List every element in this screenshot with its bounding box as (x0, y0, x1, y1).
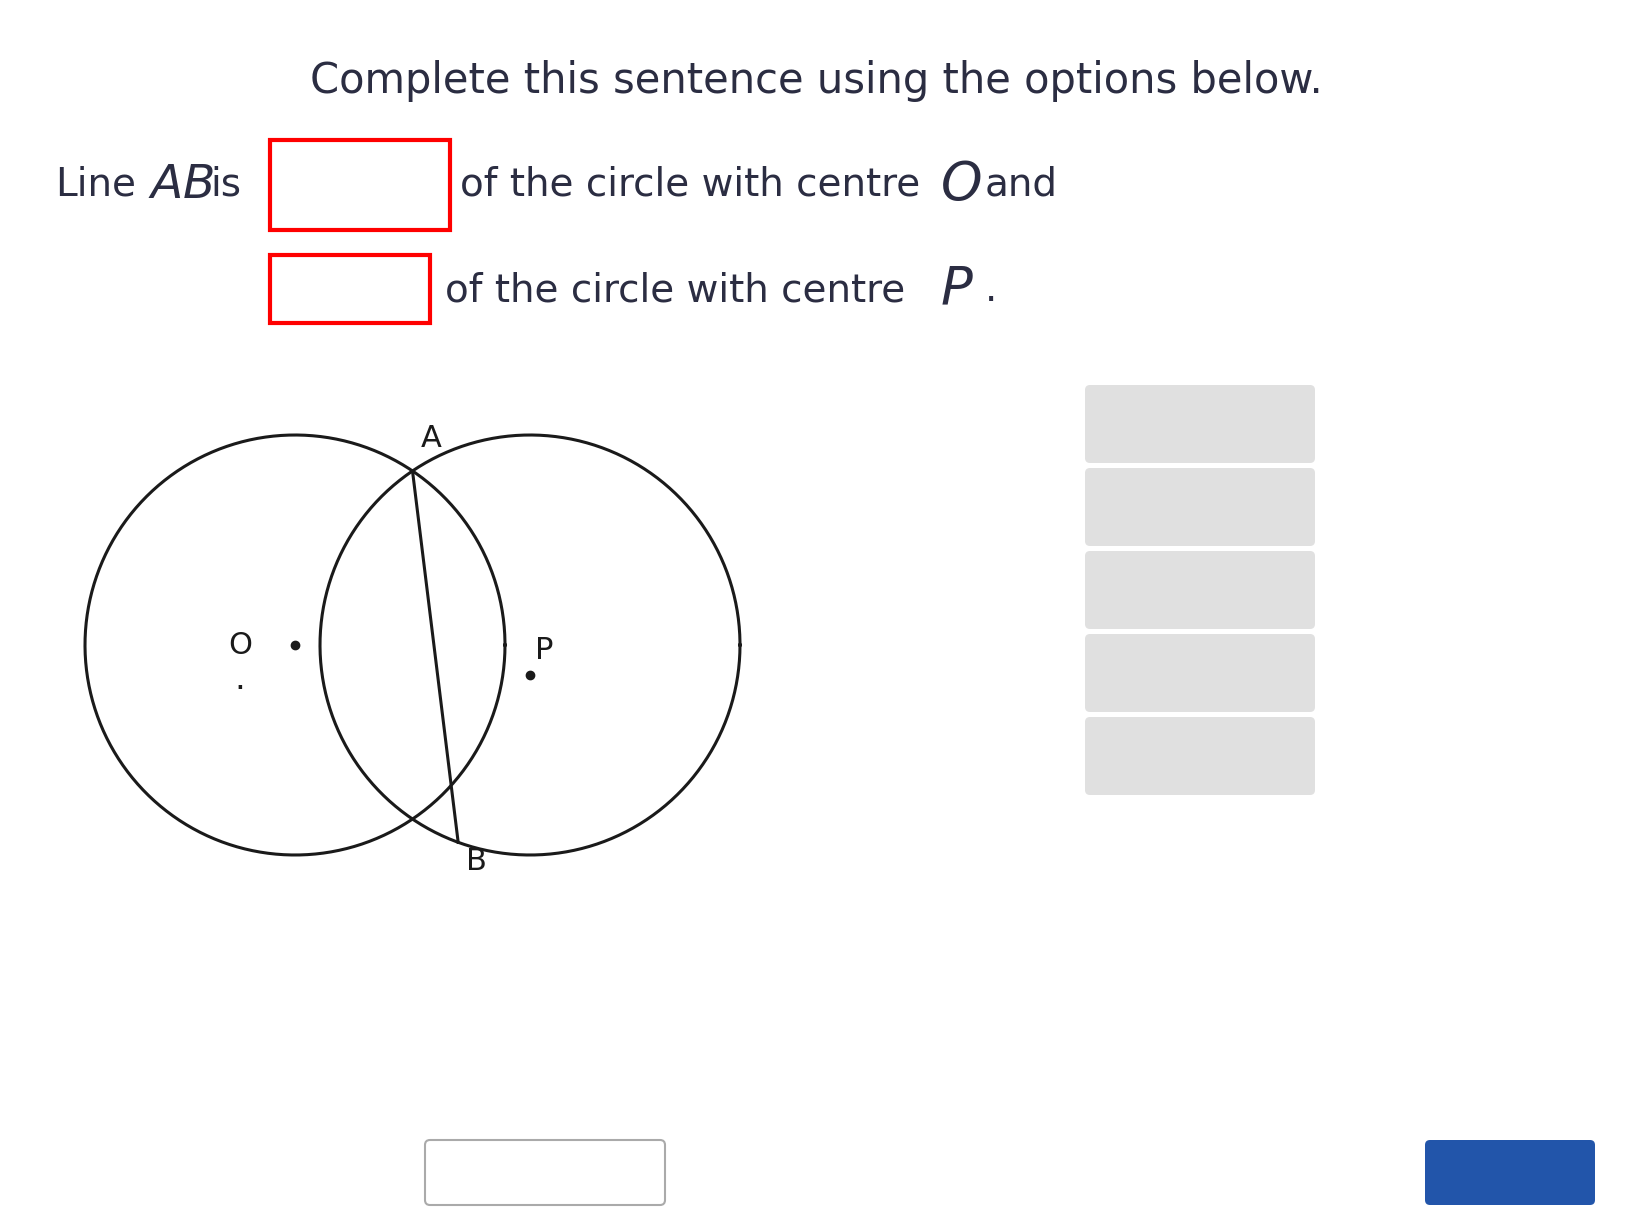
Text: B: B (465, 847, 486, 876)
Text: O: O (228, 630, 251, 659)
FancyBboxPatch shape (1425, 1140, 1594, 1206)
Bar (269, 255, 429, 323)
Text: Complete this sentence using the options below.: Complete this sentence using the options… (310, 60, 1322, 102)
Text: A: A (421, 424, 441, 453)
Text: of the circle with centre: of the circle with centre (446, 271, 904, 308)
FancyBboxPatch shape (1084, 634, 1314, 712)
Text: Line: Line (55, 166, 135, 204)
Bar (269, 140, 450, 230)
Text: and: and (984, 166, 1058, 204)
Text: P: P (535, 636, 553, 666)
Text: .: . (984, 271, 997, 308)
Text: a tangent: a tangent (1126, 741, 1273, 770)
FancyBboxPatch shape (1084, 385, 1314, 463)
FancyBboxPatch shape (1084, 551, 1314, 629)
Text: is: is (211, 166, 242, 204)
Text: Answer: Answer (1457, 1160, 1562, 1185)
Text: a chord: a chord (1142, 492, 1257, 522)
Text: $\mathit{P}$: $\mathit{P}$ (940, 265, 973, 316)
Text: of the circle with centre: of the circle with centre (460, 166, 920, 204)
Text: a diameter: a diameter (1116, 658, 1283, 688)
Text: a radius: a radius (1138, 575, 1260, 605)
FancyBboxPatch shape (424, 1140, 664, 1206)
FancyBboxPatch shape (1084, 717, 1314, 795)
Text: $\mathit{AB}$: $\mathit{AB}$ (149, 162, 214, 207)
FancyBboxPatch shape (1084, 468, 1314, 546)
Text: an arc: an arc (1152, 410, 1247, 439)
Text: $\mathit{O}$: $\mathit{O}$ (940, 158, 981, 211)
Text: .: . (235, 663, 245, 696)
Text: ■▶  Watch video: ■▶ Watch video (455, 1163, 633, 1182)
